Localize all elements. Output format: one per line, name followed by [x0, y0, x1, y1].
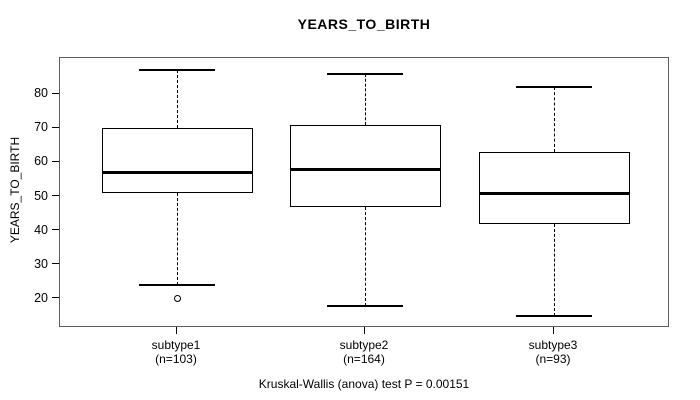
y-axis-tick [52, 126, 59, 128]
y-axis-tick [52, 297, 59, 299]
x-category-label-subtype1: subtype1 (n=103) [106, 338, 246, 366]
plot-area [59, 57, 669, 327]
y-axis-tick-label: 50 [34, 188, 48, 203]
x-axis-tick [176, 327, 177, 334]
lower-whisker-line [554, 223, 555, 317]
category-count: (n=103) [155, 351, 197, 366]
y-axis-title: YEARS_TO_BIRTH [8, 136, 22, 244]
y-axis-tick-label: 40 [34, 222, 48, 237]
lower-whisker-cap [516, 315, 592, 318]
category-name: subtype1 [151, 338, 201, 352]
upper-whisker-cap [327, 72, 403, 75]
stat-test-caption: Kruskal-Wallis (anova) test P = 0.00151 [258, 377, 470, 391]
boxplot-group-subtype2 [60, 58, 668, 326]
y-axis-tick [52, 229, 59, 231]
x-axis-tick [364, 327, 365, 334]
x-category-label-subtype2: subtype2 (n=164) [294, 338, 434, 366]
lower-whisker-cap [327, 304, 403, 307]
iqr-box [101, 128, 253, 194]
boxplot-group-subtype1 [60, 58, 668, 326]
upper-whisker-line [554, 87, 555, 153]
chart-title: YEARS_TO_BIRTH [297, 16, 431, 32]
category-count: (n=93) [535, 351, 571, 366]
upper-whisker-cap [516, 86, 592, 89]
category-name: subtype3 [528, 338, 578, 352]
y-axis-tick-label: 80 [34, 85, 48, 100]
y-axis-tick [52, 263, 59, 265]
lower-whisker-line [365, 206, 366, 306]
y-axis-tick [52, 92, 59, 94]
lower-whisker-line [177, 193, 178, 286]
upper-whisker-line [365, 73, 366, 125]
median-line [289, 167, 441, 171]
upper-whisker-cap [139, 69, 215, 72]
y-axis-tick-label: 70 [34, 120, 48, 135]
iqr-box [478, 152, 630, 224]
x-axis-tick [553, 327, 554, 334]
lower-whisker-cap [139, 284, 215, 287]
boxplot-group-subtype3 [60, 58, 668, 326]
median-line [478, 191, 630, 195]
upper-whisker-line [177, 70, 178, 129]
y-axis-tick [52, 195, 59, 197]
y-axis-tick-label: 20 [34, 290, 48, 305]
iqr-box [289, 124, 441, 207]
outlier-point [173, 295, 181, 303]
category-count: (n=164) [343, 351, 385, 366]
median-line [101, 171, 253, 175]
x-category-label-subtype3: subtype3 (n=93) [483, 338, 623, 366]
y-axis-tick-label: 60 [34, 154, 48, 169]
y-axis-tick [52, 160, 59, 162]
y-axis-tick-label: 30 [34, 256, 48, 271]
category-name: subtype2 [339, 338, 389, 352]
